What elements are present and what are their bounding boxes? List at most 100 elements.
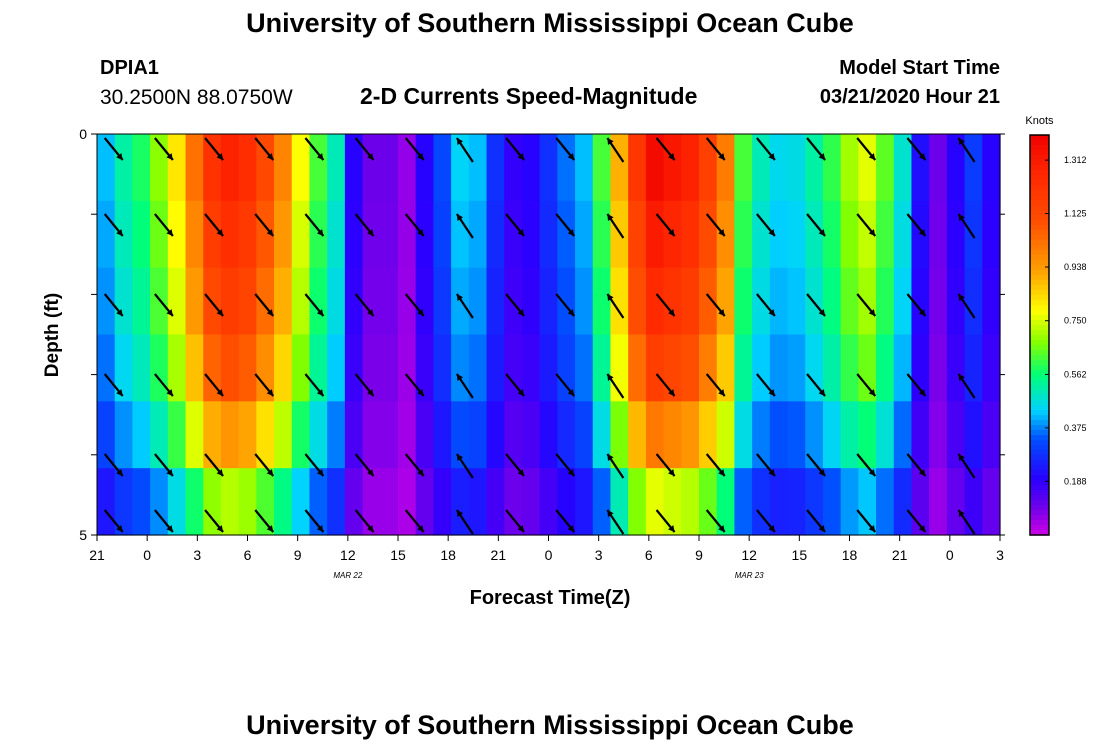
heatmap-cell [451,468,470,536]
x-tick-label: 12 [741,547,757,563]
heatmap-cell [805,134,824,202]
heatmap-cell [539,401,558,469]
model-start-value: 03/21/2020 Hour 21 [819,86,1000,108]
vector-arrowhead [958,454,965,461]
heatmap-cell [628,334,647,402]
vector-arrowhead [718,229,725,236]
heatmap-cell [699,267,718,336]
heatmap-cell [628,401,647,469]
vector-arrowhead [567,525,575,532]
heatmap-cell [415,468,435,536]
heatmap-cell [504,468,523,536]
heatmap-cell [185,334,204,402]
vector-arrowhead [517,309,525,316]
vector-arrowhead [768,153,775,160]
vector-arrowhead [918,309,926,316]
heatmap-cell [150,334,169,402]
vector-arrowhead [768,229,775,236]
heatmap-cell [946,267,966,336]
x-tick-label: 0 [946,547,954,563]
heatmap-cell [822,401,842,469]
colorbar-segment [1030,220,1049,226]
heatmap-cell [876,267,895,336]
heatmap-cell [327,334,346,402]
vector-arrowhead [367,389,374,396]
heatmap-cell [699,334,718,402]
speed-heatmap-chart: 21 0 3 6 9 12 15 18 21 0 3 6 9 12 15 18 21 0 3 MAR 22 MAR 23… [42,115,1087,609]
heatmap-cell [681,267,700,336]
heatmap-cell [805,334,824,402]
vector-arrowhead [166,309,173,316]
station-coords: 30.2500N 88.0750W [100,86,293,109]
heatmap-cell [592,401,612,469]
heatmap-cell [132,267,151,336]
colorbar-segment [1030,380,1049,386]
heatmap-cell [539,468,558,536]
vector-arrowhead [918,229,926,236]
vector-arrowhead [517,153,525,160]
vector-arrowhead [958,214,965,221]
heatmap-cell [114,267,134,336]
x-tick-label: 3 [996,547,1004,563]
colorbar-segment [1030,210,1049,216]
colorbar-segment [1030,260,1049,266]
colorbar-segment [1030,350,1049,356]
heatmap-cell [575,200,594,269]
vector-arrowhead [266,469,274,476]
heatmap-cell [840,134,859,202]
heatmap-cell [344,401,364,469]
x-tick-label: 18 [842,547,858,563]
colorbar-segment [1030,500,1049,506]
heatmap-cell [327,200,346,269]
heatmap-cell [752,401,771,469]
colorbar-segment [1030,175,1049,181]
heatmap-cell [398,401,417,469]
heatmap-cell [610,468,629,536]
vector-arrowhead [456,214,464,221]
heatmap-cell [893,334,913,402]
heatmap-cell [415,134,435,202]
heatmap-cell [575,401,594,469]
heatmap-cell [557,267,576,336]
heatmap-cell [628,200,647,269]
vector-arrowhead [868,469,876,476]
heatmap-cell [805,200,824,269]
heatmap-cells [97,134,1001,536]
heatmap-cell [982,267,1001,336]
heatmap-cell [876,134,895,202]
colorbar-segment [1030,470,1049,476]
heatmap-cell [716,334,736,402]
vector-arrowhead [517,469,525,476]
heatmap-cell [97,134,116,202]
vector-arrowhead [316,153,324,160]
heatmap-cell [840,267,859,336]
heatmap-cell [433,200,452,269]
heatmap-cell [344,468,364,536]
heatmap-cell [645,267,665,336]
vector-arrowhead [567,469,575,476]
colorbar-segment [1030,375,1049,381]
heatmap-cell [185,468,204,536]
heatmap-cell [805,401,824,469]
vector-arrowhead [216,525,224,532]
vector-arrowhead [868,389,876,396]
vector-arrowhead [818,389,826,396]
heatmap-cell [681,134,700,202]
colorbar-segment [1030,330,1049,336]
colorbar-segment [1030,495,1049,501]
heatmap-cell [486,267,505,336]
heatmap-cell [822,334,842,402]
heatmap-cell [327,468,346,536]
heatmap-cell [238,134,257,202]
heatmap-cell [876,200,895,269]
colorbar-segment [1030,200,1049,206]
vector-arrowhead [668,229,675,236]
colorbar-frame [1029,134,1050,536]
heatmap-cell [610,200,629,269]
model-start-label: Model Start Time [839,57,1000,79]
heatmap-cell [787,134,806,202]
heatmap-cell [291,200,311,269]
heatmap-cell [840,468,859,536]
vector-arrowhead [918,389,926,396]
heatmap-cell [752,334,771,402]
